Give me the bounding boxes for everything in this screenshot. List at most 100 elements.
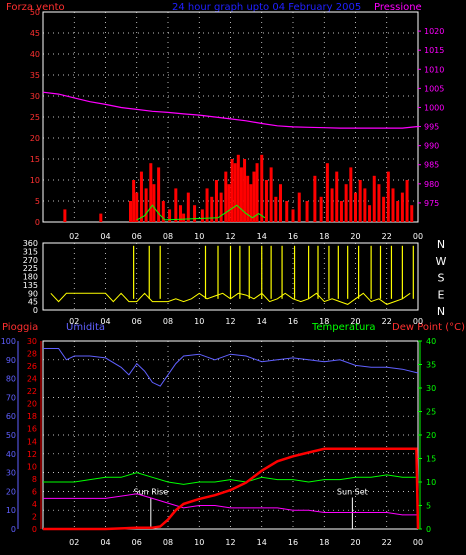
humidity-tick-label: 60 — [6, 412, 16, 421]
rain-tick-label: 18 — [27, 412, 37, 421]
humidity-tick-label: 30 — [6, 469, 16, 478]
wind-pressure-x-tick-label: 18 — [319, 232, 329, 241]
wind-speed-bar — [161, 201, 165, 222]
wind-speed-bar — [377, 184, 381, 222]
wind-speed-bar — [391, 188, 395, 222]
rain-humidity-x-tick-label: 12 — [225, 538, 235, 547]
wind-tick-label: 35 — [30, 71, 40, 80]
wind-tick-label: 30 — [30, 92, 40, 101]
wind-speed-bar — [386, 171, 390, 222]
pressure-tick-label: 980 — [424, 180, 439, 189]
wind-pressure-x-tick-label: 14 — [257, 232, 267, 241]
wind-direction-x-tick-label: 04 — [100, 317, 110, 326]
wind-speed-bar — [325, 163, 329, 222]
wind-speed-bar — [358, 180, 362, 222]
wind-speed-bar — [260, 154, 264, 222]
wind-speed-bar — [132, 180, 136, 222]
wind-speed-bar — [168, 209, 172, 222]
humidity-tick-label: 40 — [6, 450, 16, 459]
rain-humidity-x-tick-label: 10 — [194, 538, 204, 547]
wind-pressure-x-tick-label: 08 — [163, 232, 173, 241]
chart-title: 24 hour graph upto 04 February 2005 — [172, 2, 361, 13]
compass-label: N — [437, 305, 445, 318]
wind-pressure-x-tick-label: 16 — [288, 232, 298, 241]
wind-speed-bar — [279, 184, 282, 222]
wind-speed-bar — [285, 201, 289, 222]
rain-tick-label: 4 — [32, 500, 37, 509]
wind-speed-bar — [193, 205, 197, 222]
humidity-tick-label: 70 — [6, 393, 16, 402]
wind-speed-bar — [405, 180, 409, 222]
temperature-tick-label: 25 — [426, 408, 436, 417]
wind-speed-bar — [63, 209, 67, 222]
humidity-axis-label: Umidita — [66, 322, 105, 333]
wind-speed-bar — [330, 188, 334, 222]
wind-tick-label: 15 — [30, 155, 40, 164]
humidity-tick-label: 50 — [6, 431, 16, 440]
wind-speed-bar — [186, 192, 190, 222]
wind-speed-bar — [239, 167, 243, 222]
humidity-tick-label: 100 — [1, 337, 16, 346]
wind-speed-bar — [291, 209, 295, 222]
wind-speed-bar — [269, 167, 273, 222]
temperature-axis-label: Temperatura — [311, 322, 376, 333]
wind-direction-x-tick-label: 18 — [319, 317, 329, 326]
compass-label: W — [436, 255, 447, 268]
rain-tick-label: 28 — [27, 350, 37, 359]
pressure-tick-label: 985 — [424, 161, 439, 170]
wind-direction-x-tick-label: 10 — [194, 317, 204, 326]
wind-speed-bar — [179, 205, 182, 222]
rain-tick-label: 22 — [27, 387, 37, 396]
direction-tick-label: 270 — [23, 256, 38, 265]
wind-speed-bar — [319, 196, 323, 222]
rain-tick-label: 0 — [32, 525, 37, 534]
wind-speed-bar — [233, 163, 237, 222]
pressure-axis-label: Pressione — [374, 2, 422, 13]
wind-speed-bar — [382, 196, 386, 222]
wind-speed-bar — [349, 167, 353, 222]
wind-speed-bar — [264, 180, 268, 222]
rain-humidity-x-tick-label: 04 — [100, 538, 110, 547]
wind-speed-bar — [227, 184, 231, 222]
direction-tick-label: 45 — [28, 298, 38, 307]
wind-direction-x-tick-label: 20 — [350, 317, 360, 326]
wind-speed-bar — [99, 213, 103, 222]
rain-tick-label: 20 — [27, 400, 37, 409]
humidity-tick-label: 80 — [6, 375, 16, 384]
wind-speed-bar — [214, 180, 218, 222]
wind-tick-label: 10 — [30, 176, 40, 185]
wind-speed-bar — [230, 159, 234, 222]
wind-speed-bar — [174, 188, 178, 222]
wind-axis-label: Forza vento — [6, 2, 65, 13]
direction-tick-label: 90 — [28, 289, 38, 298]
rain-tick-label: 8 — [32, 475, 37, 484]
rain-tick-label: 6 — [32, 487, 37, 496]
wind-direction-x-tick-label: 00 — [413, 317, 423, 326]
wind-direction-x-tick-label: 22 — [382, 317, 392, 326]
temperature-tick-label: 0 — [426, 525, 431, 534]
rain-tick-label: 26 — [27, 362, 37, 371]
compass-label: S — [438, 272, 445, 285]
wind-speed-bar — [400, 192, 404, 222]
wind-speed-bar — [252, 171, 256, 222]
wind-speed-bar — [246, 175, 250, 222]
wind-direction-x-tick-label: 02 — [69, 317, 79, 326]
wind-pressure-x-tick-label: 10 — [194, 232, 204, 241]
wind-speed-bar — [224, 171, 228, 222]
wind-speed-bar — [339, 201, 343, 222]
rain-tick-label: 16 — [27, 425, 37, 434]
wind-pressure-x-tick-label: 12 — [225, 232, 235, 241]
wind-speed-bar — [410, 205, 414, 222]
wind-pressure-x-tick-label: 02 — [69, 232, 79, 241]
temperature-tick-label: 20 — [426, 431, 436, 440]
direction-tick-label: 135 — [23, 281, 38, 290]
wind-pressure-x-tick-label: 22 — [382, 232, 392, 241]
wind-speed-bar — [368, 205, 372, 222]
humidity-line — [43, 348, 419, 387]
wind-direction-x-tick-label: 12 — [225, 317, 235, 326]
wind-pressure-x-tick-label: 04 — [100, 232, 110, 241]
wind-speed-bar — [274, 196, 278, 222]
wind-speed-bar — [354, 192, 357, 222]
rain-tick-label: 12 — [27, 450, 37, 459]
